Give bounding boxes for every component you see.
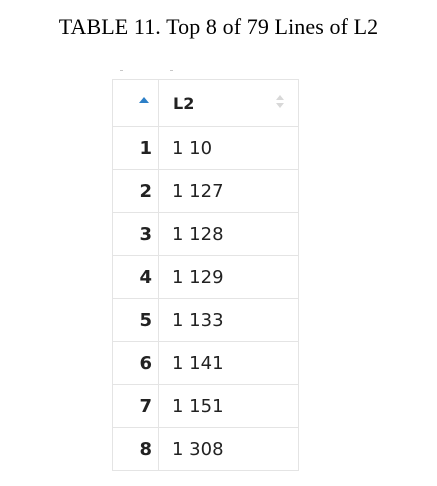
row-index: 3 xyxy=(112,212,159,256)
table-row: 4 1 129 xyxy=(112,255,299,299)
row-value: 1 128 xyxy=(158,212,299,256)
row-index: 8 xyxy=(112,427,159,471)
sort-ascending-icon[interactable] xyxy=(139,97,149,103)
row-index: 4 xyxy=(112,255,159,299)
row-index: 5 xyxy=(112,298,159,342)
row-value: 1 10 xyxy=(158,126,299,170)
sort-both-icon[interactable] xyxy=(276,95,286,111)
column-header-label: L2 xyxy=(173,93,195,113)
row-index: 6 xyxy=(112,341,159,385)
column-header-l2[interactable]: L2 xyxy=(158,79,299,127)
table-row: 8 1 308 xyxy=(112,427,299,471)
toolbar-remnant xyxy=(118,70,178,72)
table-caption: TABLE 11. Top 8 of 79 Lines of L2 xyxy=(58,14,379,39)
index-column-header[interactable] xyxy=(112,79,159,127)
row-value: 1 141 xyxy=(158,341,299,385)
row-value: 1 129 xyxy=(158,255,299,299)
row-value: 1 127 xyxy=(158,169,299,213)
table-row: 1 1 10 xyxy=(112,126,299,170)
row-value: 1 151 xyxy=(158,384,299,428)
row-index: 7 xyxy=(112,384,159,428)
table-row: 5 1 133 xyxy=(112,298,299,342)
table-row: 6 1 141 xyxy=(112,341,299,385)
row-value: 1 133 xyxy=(158,298,299,342)
row-value: 1 308 xyxy=(158,427,299,471)
table-row: 2 1 127 xyxy=(112,169,299,213)
data-table: L2 1 1 10 2 1 127 3 1 128 4 1 129 5 1 xyxy=(112,79,299,471)
table-row: 7 1 151 xyxy=(112,384,299,428)
header-row: L2 xyxy=(112,79,299,127)
row-index: 1 xyxy=(112,126,159,170)
row-index: 2 xyxy=(112,169,159,213)
table-row: 3 1 128 xyxy=(112,212,299,256)
